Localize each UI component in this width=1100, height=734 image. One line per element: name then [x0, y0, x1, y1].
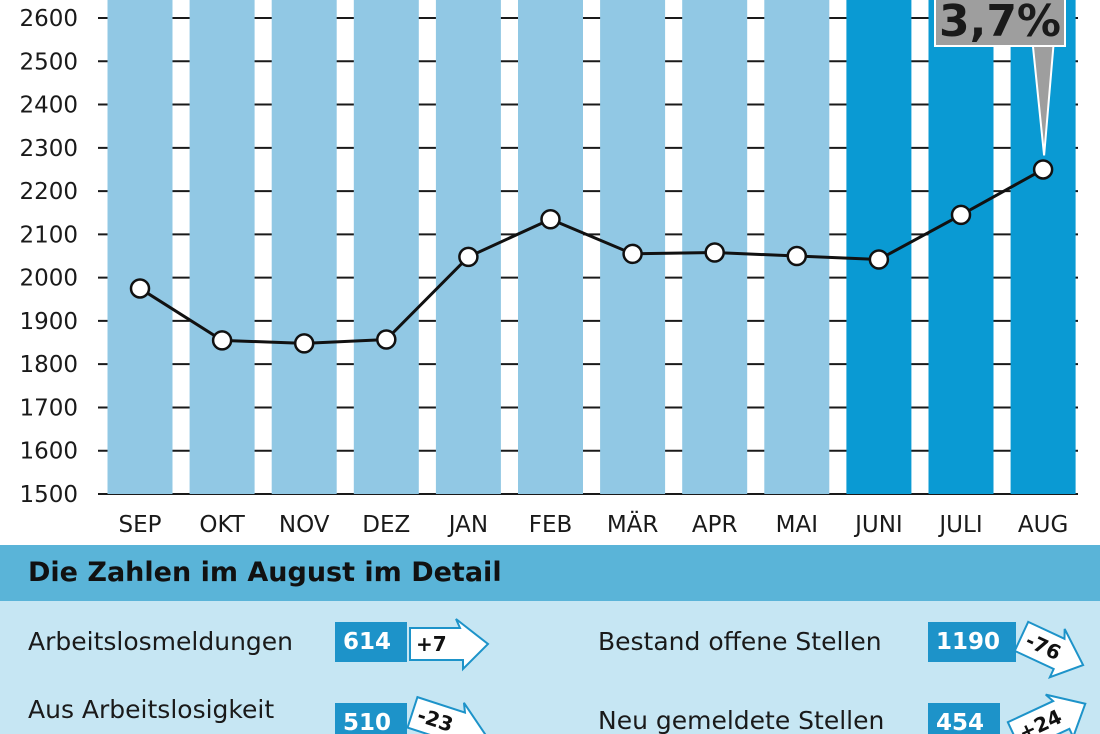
data-point-juni	[868, 249, 890, 270]
arrow-shape	[406, 695, 489, 734]
row-label-neu-gemeldete-stellen: Neu gemeldete Stellen	[598, 706, 885, 734]
data-point-jan	[458, 246, 479, 268]
y-tick-label: 2400	[19, 93, 78, 119]
y-tick-label: 1500	[19, 482, 78, 508]
bar-okt	[189, 0, 255, 494]
x-tick-label: MAI	[776, 512, 818, 538]
y-tick-label: 1900	[19, 309, 78, 335]
arrow-shape	[1006, 693, 1087, 734]
data-point-mär	[622, 243, 643, 265]
x-tick-label: AUG	[1018, 512, 1068, 538]
x-tick-label: FEB	[529, 512, 573, 538]
y-tick-label: 2000	[19, 266, 78, 292]
bar-nov	[271, 0, 337, 494]
x-tick-label: APR	[692, 512, 738, 538]
y-tick-label: 2300	[19, 136, 78, 162]
trend-line	[139, 168, 1044, 345]
bar-juli	[928, 0, 994, 494]
value-arbeitslosmeldungen: 614	[335, 622, 407, 662]
detail-panel: Arbeitslosmeldungen 614 +7 Aus Arbeitslo…	[0, 601, 1100, 734]
change-arrow-bestand-offene-stellen: -76	[1013, 620, 1085, 679]
data-point-feb	[540, 208, 561, 230]
row-label-aus-arbeitslosigkeit: Aus Arbeitslosigkeit	[28, 695, 275, 724]
change-arrow-arbeitslosmeldungen: +7	[409, 618, 490, 672]
row-label-bestand-offene-stellen: Bestand offene Stellen	[598, 627, 882, 656]
detail-header: Die Zahlen im August im Detail	[0, 545, 1100, 601]
percent-callout: 3,7%	[934, 0, 1066, 156]
x-tick-label: JUNI	[853, 512, 903, 538]
bar-sep	[107, 0, 173, 494]
data-point-mai	[786, 245, 808, 267]
data-point-aug	[1032, 159, 1054, 180]
bar-feb	[518, 0, 583, 494]
y-tick-label: 1800	[19, 352, 78, 378]
x-tick-label: NOV	[279, 512, 330, 538]
change-arrow-aus-arbeitslosigkeit: -23	[406, 695, 489, 734]
x-tick-label: SEP	[118, 512, 161, 538]
bar-dez	[353, 0, 419, 494]
x-tick-label: JULI	[937, 512, 982, 538]
y-tick-label: 2200	[19, 179, 78, 205]
x-axis-ticks: SEP OKT NOV DEZ JAN FEB MÄR APR MAI JUNI JULI AUG	[118, 510, 1068, 538]
y-tick-label: 2500	[19, 49, 78, 75]
arrow-shape	[409, 618, 490, 672]
y-tick-label: 2600	[19, 6, 78, 32]
data-point-dez	[376, 329, 397, 350]
unemployment-chart: 1500 1600 1700 1800 1900 2000 2100 2200 2300 2400…	[19, 0, 1078, 538]
data-point-juli	[950, 204, 972, 226]
data-point-apr	[704, 242, 725, 263]
row-label-arbeitslosmeldungen: Arbeitslosmeldungen	[28, 627, 294, 656]
data-point-nov	[293, 333, 315, 354]
trend-line-layer	[129, 159, 1054, 354]
x-tick-label: OKT	[199, 512, 245, 538]
y-tick-label: 1600	[19, 439, 78, 465]
x-tick-label: JAN	[447, 512, 488, 538]
callout-box	[934, 0, 1066, 47]
arrow-shape	[1013, 620, 1085, 679]
value-bestand-offene-stellen: 1190	[928, 622, 1016, 662]
y-tick-label: 1700	[19, 395, 78, 421]
x-tick-label: DEZ	[362, 512, 410, 538]
change-arrow-neu-gemeldete-stellen: +24	[1006, 693, 1087, 734]
data-point-okt	[211, 330, 233, 351]
x-tick-label: MÄR	[607, 510, 659, 538]
grid	[98, 17, 1078, 495]
data-point-sep	[129, 278, 151, 299]
bars	[107, 0, 1076, 494]
y-axis-ticks: 1500 1600 1700 1800 1900 2000 2100 2200 2300 2400…	[19, 6, 78, 508]
change-value: +7	[416, 632, 447, 656]
y-tick-label: 2100	[19, 222, 78, 248]
callout-text: 3,7%	[939, 0, 1061, 47]
value-neu-gemeldete-stellen: 454	[928, 703, 1000, 734]
detail-title: Die Zahlen im August im Detail	[28, 557, 502, 588]
value-aus-arbeitslosigkeit: 510	[335, 703, 407, 734]
